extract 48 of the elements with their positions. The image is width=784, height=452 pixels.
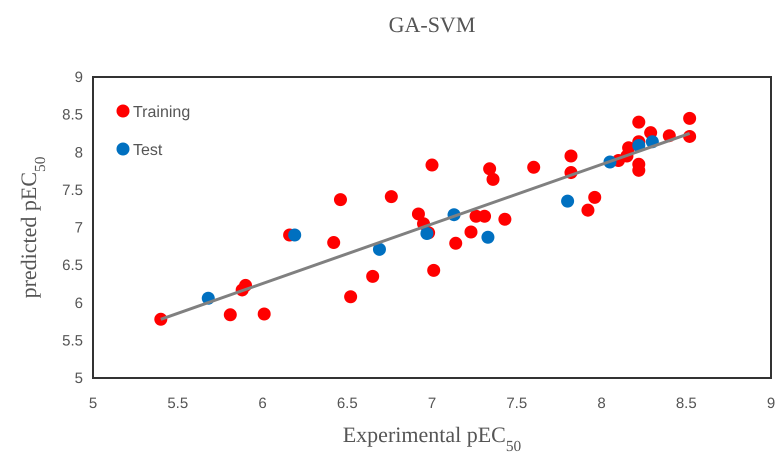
x-tick-label: 7.5 [506, 395, 528, 412]
x-tick-label: 8.5 [676, 395, 697, 412]
x-tick-label: 9 [766, 395, 776, 412]
point [561, 194, 574, 208]
point [372, 242, 386, 256]
point [344, 290, 358, 304]
legend-label: Test [133, 142, 163, 159]
point [334, 193, 347, 206]
x-tick-label: 5 [88, 395, 98, 412]
y-tick-label: 5 [74, 370, 83, 387]
y-tick-label: 7.5 [62, 182, 83, 199]
legend-label: Training [133, 104, 190, 121]
x-tick-label: 8 [597, 395, 606, 412]
y-tick-label: 6.5 [62, 257, 83, 274]
point [581, 204, 594, 217]
point [588, 190, 602, 204]
point [464, 226, 478, 239]
x-axis-title: Experimental pEC$_{50}$ [342, 422, 522, 452]
point [527, 160, 540, 174]
point [327, 236, 340, 250]
point [564, 150, 578, 163]
chart-title: GA-SVM [388, 12, 476, 37]
point [632, 116, 646, 129]
point [288, 228, 302, 242]
point [412, 207, 425, 220]
y-tick-label: 6 [74, 294, 83, 312]
point [683, 112, 696, 125]
y-tick-label: 8.5 [62, 106, 83, 124]
point [384, 190, 398, 204]
point [478, 210, 492, 223]
point [366, 270, 380, 283]
point [224, 308, 237, 322]
point [481, 230, 494, 244]
y-tick-label: 8 [74, 144, 83, 162]
x-tick-label: 6.5 [336, 395, 358, 412]
x-tick-label: 5.5 [167, 395, 188, 412]
x-tick-label: 6 [258, 395, 267, 412]
point [427, 264, 440, 277]
y-tick-label: 7 [74, 220, 83, 236]
point [258, 308, 271, 321]
point [498, 212, 512, 226]
point [483, 162, 496, 176]
x-tick-label: 7 [428, 395, 436, 412]
y-tick-label: 9 [74, 69, 83, 86]
point [486, 172, 500, 186]
point [425, 158, 439, 172]
point [449, 236, 462, 250]
y-tick-label: 5.5 [62, 332, 83, 350]
